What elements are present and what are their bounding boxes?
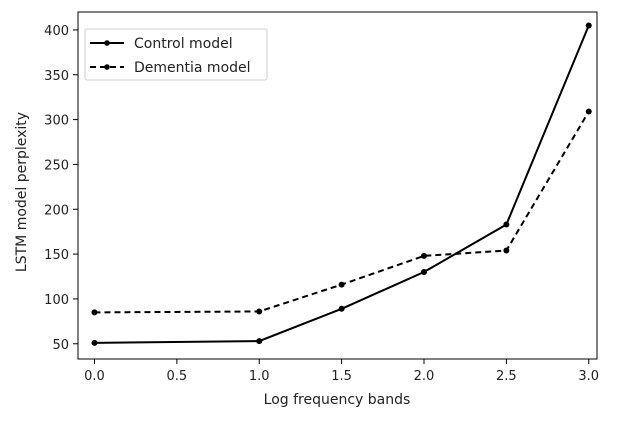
series-1-point — [91, 309, 98, 316]
y-tick-label: 350 — [44, 69, 69, 84]
series-0-point — [256, 338, 263, 345]
x-tick-label: 2.0 — [414, 369, 435, 384]
y-tick-label: 400 — [44, 24, 69, 39]
series-layer — [91, 22, 592, 346]
series-1-point — [338, 281, 345, 288]
y-tick-label: 250 — [44, 158, 69, 173]
series-0-point — [338, 305, 345, 312]
series-0-point — [91, 339, 98, 346]
legend-dementia-marker — [104, 64, 110, 70]
series-1-point — [256, 308, 263, 315]
y-tick-label: 100 — [44, 293, 69, 308]
y-tick-label: 300 — [44, 114, 69, 129]
legend-control-label: Control model — [134, 36, 233, 52]
series-0-point — [585, 22, 592, 29]
x-tick-label: 2.5 — [496, 369, 517, 384]
legend: Control model Dementia model — [84, 28, 268, 81]
series-1-point — [585, 108, 592, 115]
y-axis-title: LSTM model perplexity — [14, 112, 30, 272]
x-axis-ticks: 0.0 0.5 1.0 1.5 2.0 2.5 3.0 — [84, 359, 599, 384]
series-1-point — [503, 247, 510, 254]
x-tick-label: 0.0 — [84, 369, 105, 384]
y-tick-label: 150 — [44, 248, 69, 263]
series-0-point — [503, 221, 510, 228]
legend-control-marker — [104, 40, 110, 46]
legend-dementia-label: Dementia model — [134, 60, 251, 76]
y-tick-label: 50 — [52, 338, 69, 353]
series-1-point — [421, 252, 427, 259]
x-tick-label: 3.0 — [578, 369, 599, 384]
x-tick-label: 1.5 — [331, 369, 352, 384]
legend-box — [84, 28, 268, 81]
x-tick-label: 1.0 — [249, 369, 270, 384]
x-axis-title: Log frequency bands — [264, 392, 411, 408]
x-tick-label: 0.5 — [167, 369, 188, 384]
y-tick-label: 200 — [44, 203, 69, 218]
series-line-1 — [94, 111, 590, 314]
series-0-point — [421, 269, 427, 276]
series-line-0 — [94, 25, 590, 344]
y-axis-ticks: 50 100 150 200 250 300 350 400 — [44, 24, 78, 353]
